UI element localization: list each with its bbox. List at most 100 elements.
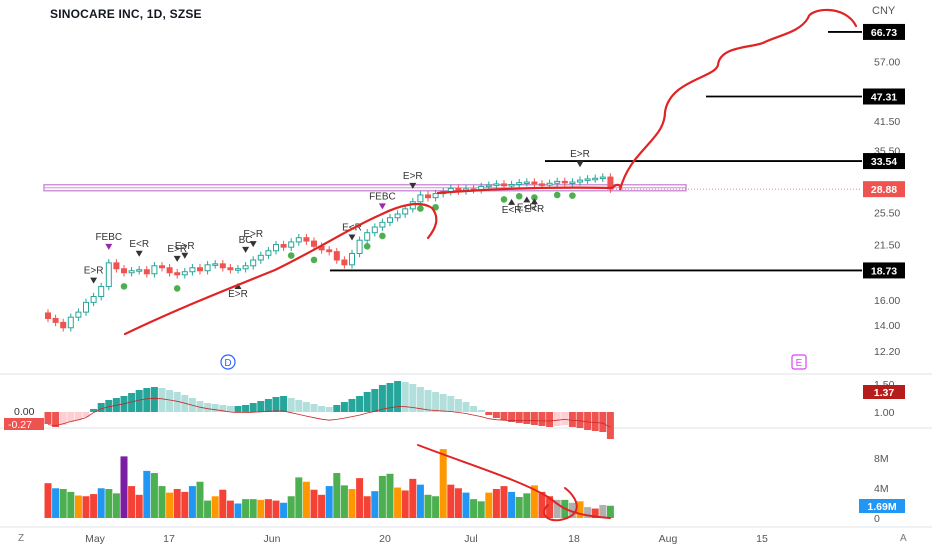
volume-value: 1.69M: [867, 501, 896, 513]
volume-bar: [378, 475, 386, 518]
signal-triangle: [576, 161, 584, 168]
volume-bar: [158, 486, 166, 518]
price-level-badge: [863, 88, 905, 105]
price-level-label: 33.54: [871, 156, 897, 168]
signal-label: E>R: [228, 289, 248, 300]
signal-label: FEBC: [95, 232, 122, 243]
candle-body: [432, 193, 439, 199]
signal-triangle: [508, 198, 516, 205]
oscillator-line: [47, 397, 611, 428]
oscillator-left-badge: [4, 418, 44, 430]
volume-bar: [242, 499, 250, 518]
oscillator-bar: [409, 384, 417, 412]
timezone-button[interactable]: Z: [18, 533, 25, 544]
candle-body: [166, 267, 173, 274]
candle-body: [181, 271, 188, 276]
volume-bar: [310, 489, 318, 518]
oscillator-bar: [515, 412, 523, 423]
candle-body: [197, 267, 203, 272]
volume-value-badge: [859, 499, 905, 513]
candle-body: [485, 184, 492, 188]
volume-bar: [44, 483, 52, 518]
candle-body: [98, 285, 105, 298]
signal-triangle: [348, 234, 356, 241]
candle-body: [128, 270, 135, 274]
candle-body: [189, 267, 196, 273]
signal-label: E>R: [403, 171, 423, 182]
oscillator-bar: [561, 412, 569, 425]
volume-bar: [371, 491, 379, 518]
oscillator-bar: [302, 402, 310, 412]
candle-body: [341, 259, 348, 266]
volume-bar: [318, 494, 326, 518]
candle-body: [425, 194, 431, 199]
volume-bar: [584, 507, 592, 518]
oscillator-bar: [576, 412, 584, 428]
volume-bar: [249, 499, 257, 518]
volume-bar: [477, 501, 485, 518]
volume-bar: [568, 502, 576, 518]
candle-body: [265, 250, 272, 256]
signal-triangle: [409, 182, 417, 189]
volume-bar: [181, 491, 189, 518]
volume-bar: [546, 496, 554, 518]
signal-label: FEBC: [369, 191, 396, 202]
oscillator-bar: [424, 390, 432, 412]
oscillator-bar: [173, 392, 181, 412]
candle-body: [250, 259, 257, 267]
oscillator-bar: [234, 406, 242, 412]
event-marker: [791, 354, 807, 370]
volume-bar: [340, 485, 348, 518]
volume-bar: [599, 504, 607, 518]
volume-bar: [264, 499, 272, 518]
candle-body: [83, 301, 89, 313]
oscillator-left-label: 0.00: [14, 406, 35, 418]
oscillator-bar: [44, 412, 52, 424]
oscillator-bar: [82, 412, 90, 417]
signal-triangle: [173, 255, 181, 262]
oscillator-bar: [530, 412, 538, 425]
oscillator-bar: [340, 402, 348, 412]
x-tick-label: Jul: [464, 533, 477, 545]
candle-body: [204, 264, 211, 272]
x-tick-label: 20: [379, 533, 391, 545]
oscillator-bar: [553, 412, 561, 426]
volume-bar: [424, 494, 432, 518]
oscillator-bar: [538, 412, 546, 426]
oscillator-bar: [143, 388, 151, 412]
volume-bar: [280, 502, 288, 518]
oscillator-bar: [378, 385, 386, 412]
volume-bar: [333, 473, 341, 518]
candle-body: [516, 182, 523, 186]
oscillator-bar: [432, 392, 440, 412]
volume-bar: [348, 489, 356, 518]
signal-label: E<R: [525, 204, 545, 215]
candle-body: [303, 237, 310, 242]
y-tick-label: 12.20: [874, 346, 900, 358]
candle-body: [539, 183, 545, 186]
signal-triangle: [135, 250, 143, 257]
volume-bar: [462, 492, 470, 518]
oscillator-bar: [568, 412, 576, 427]
oscillator-bar: [454, 399, 462, 412]
candle-body: [592, 177, 599, 181]
volume-bar: [234, 503, 242, 518]
volume-bar: [523, 493, 531, 518]
oscillator-bar: [196, 401, 204, 412]
candle-body: [599, 176, 606, 180]
candle-body: [402, 208, 409, 215]
volume-bar: [295, 477, 303, 518]
oscillator-bar: [447, 396, 455, 412]
volume-bar: [166, 492, 174, 518]
oscillator-bar: [584, 412, 592, 430]
volume-bar: [219, 489, 227, 518]
oscillator-bar: [606, 412, 614, 439]
price-level-badge: [863, 23, 905, 40]
oscillator-bar: [264, 399, 272, 412]
oscillator-bar: [477, 410, 485, 412]
signal-dot: [363, 243, 371, 250]
auto-scale-button[interactable]: A: [900, 533, 907, 544]
oscillator-bar: [348, 399, 356, 412]
candle-body: [60, 321, 67, 329]
